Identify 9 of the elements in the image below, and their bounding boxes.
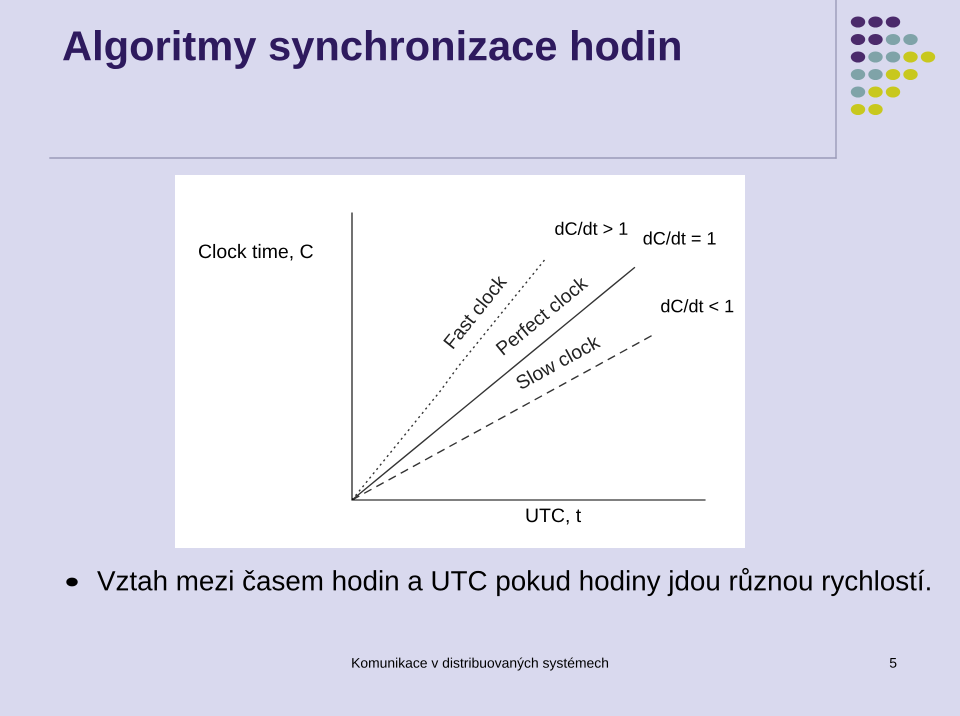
chart-title: Algoritmy synchronizace hodin xyxy=(63,30,680,70)
y-axis-title: Clock time, C xyxy=(198,244,313,261)
annotation: dC/dt < 1 xyxy=(661,299,734,312)
text: Vztah mezi časem hodin a UTC pokud hodiny jdou různou rychlostí. xyxy=(97,568,930,596)
x-axis-title: UTC, t xyxy=(526,508,582,525)
text: Komunikace v distribuovaných systémech xyxy=(352,657,608,671)
text: 5 xyxy=(890,658,896,668)
text: dC/dt > 1 xyxy=(555,222,628,235)
text: dC/dt = 1 xyxy=(643,231,716,245)
